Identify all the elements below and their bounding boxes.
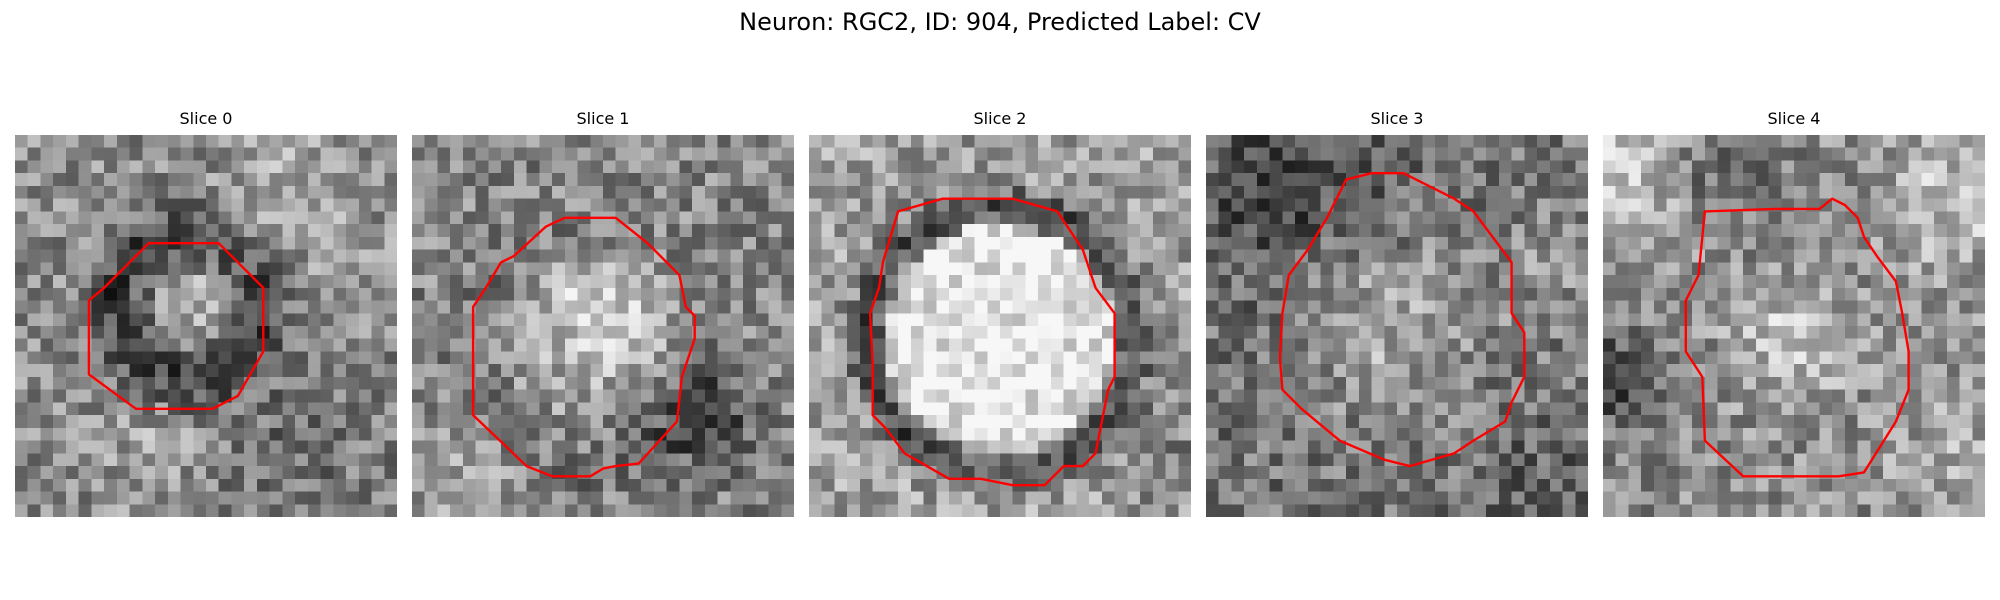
cell-contour [1684,197,1910,478]
slice-panel-0: Slice 0 [15,108,397,517]
pixel-cells [809,135,1191,517]
slice-image [809,135,1191,517]
cell-contour [87,241,265,410]
figure-title: Neuron: RGC2, ID: 904, Predicted Label: … [739,8,1261,36]
pixel-cells [1206,135,1588,517]
slice-title: Slice 4 [1767,109,1821,128]
slice-title: Slice 2 [973,109,1027,128]
slice-title: Slice 3 [1370,109,1424,128]
pixel-cells [1603,135,1985,517]
slice-image [1206,135,1588,517]
slice-image [412,135,794,517]
cell-contour [471,216,696,478]
cell-contour [868,197,1116,487]
slice-image [15,135,397,517]
pixel-grid-1 [412,135,794,517]
pixel-grid-3 [1206,135,1588,517]
slice-panel-1: Slice 1 [412,108,794,517]
pixel-grid-4 [1603,135,1985,517]
pixel-cells [15,135,397,517]
slice-image [1603,135,1985,517]
slice-title: Slice 0 [179,109,233,128]
pixel-grid-2 [809,135,1191,517]
cell-contour [1278,172,1526,468]
slice-panel-2: Slice 2 [809,108,1191,517]
pixel-grid-0 [15,135,397,517]
slice-title: Slice 1 [576,109,630,128]
slice-panel-4: Slice 4 [1603,108,1985,517]
pixel-cells [412,135,794,517]
slice-panel-3: Slice 3 [1206,108,1588,517]
